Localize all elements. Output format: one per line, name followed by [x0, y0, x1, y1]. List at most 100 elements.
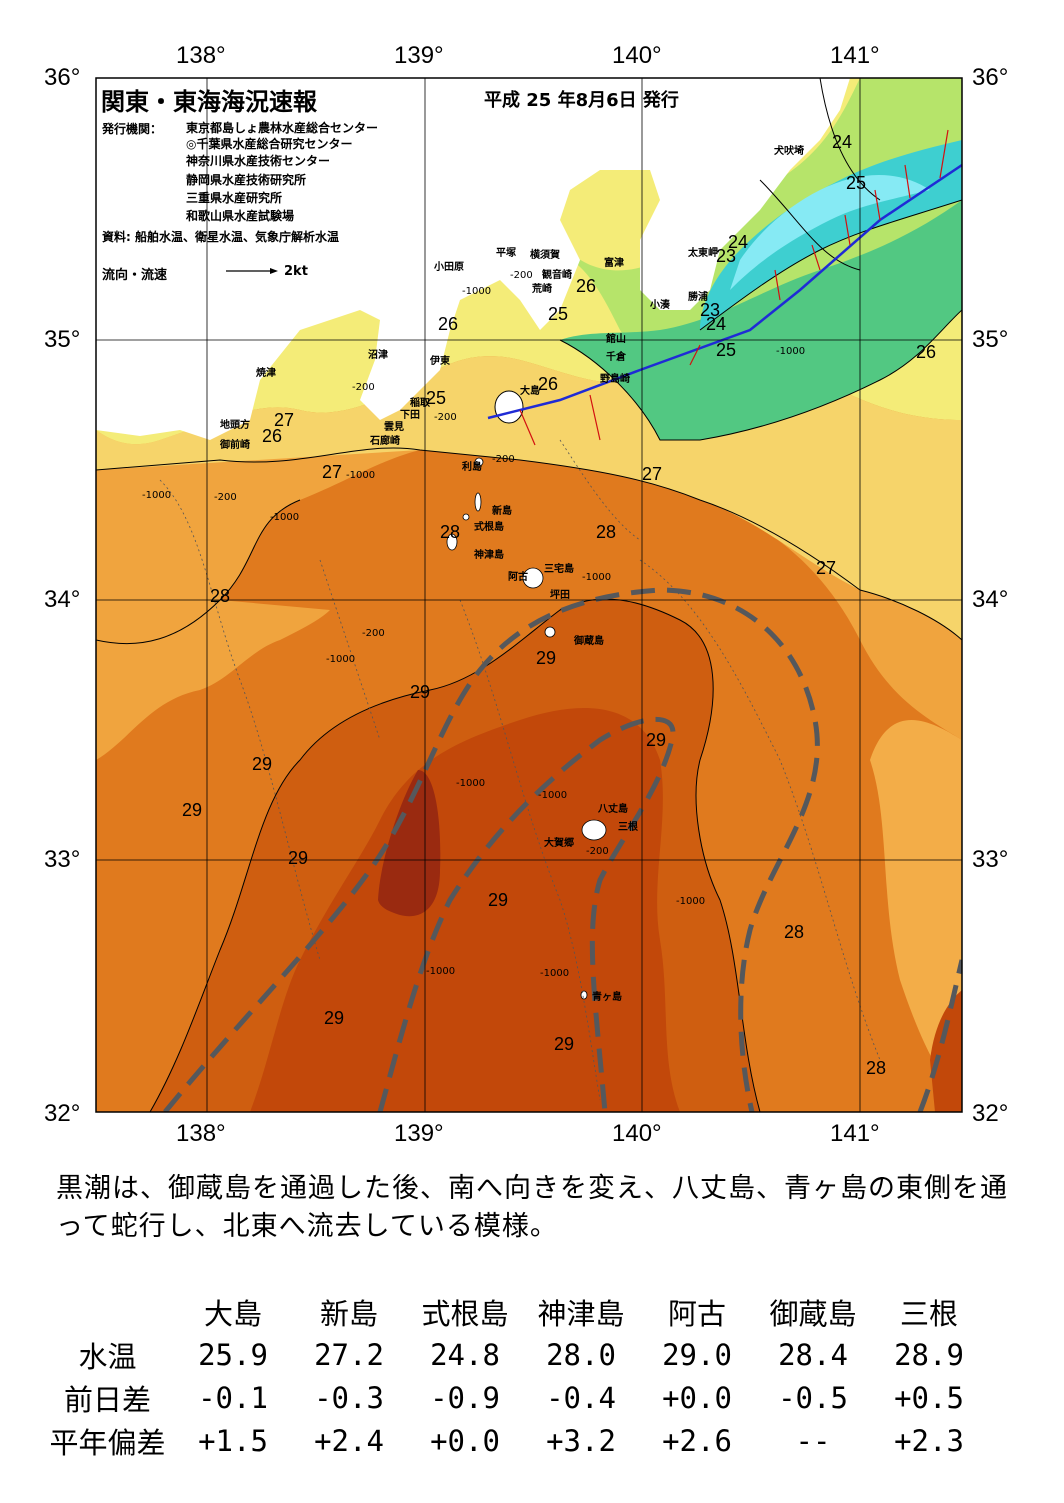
publisher-item: 三重県水産研究所 [186, 191, 283, 205]
temp-label: 23 [716, 246, 737, 266]
table-cell: +1.5 [198, 1423, 268, 1458]
lat-label: 33° [44, 846, 81, 873]
place-label: 小湊 [650, 300, 670, 311]
column-header: 大島 [203, 1296, 262, 1331]
table-cell: +0.5 [894, 1380, 964, 1415]
kuroshio-axis [163, 587, 962, 1112]
place-label: 地頭方 [220, 420, 250, 431]
row-header: 水温 [78, 1339, 137, 1374]
situation-description: 黒潮は、御蔵島を通過した後、南へ向きを変え、八丈島、青ヶ島の東側を通って蛇行し、… [56, 1173, 1008, 1242]
table-cell: -0.1 [198, 1380, 268, 1415]
temp-label: 28 [210, 586, 231, 606]
table-cell: +2.3 [894, 1423, 964, 1458]
temp-label: 24 [706, 314, 727, 334]
place-label: 富津 [604, 258, 624, 269]
place-label: 御蔵島 [574, 636, 604, 647]
place-label: 利島 [462, 462, 482, 473]
place-label: 荒崎 [532, 284, 552, 295]
temp-label: 29 [488, 890, 509, 910]
place-label: 野島崎 [600, 374, 630, 385]
depth-label: -200 [492, 454, 515, 465]
lat-label: 32° [972, 1100, 1009, 1127]
column-header: 御蔵島 [769, 1296, 857, 1331]
temp-label: 28 [866, 1058, 887, 1078]
temp-label: 26 [538, 374, 559, 394]
lon-label: 138° [176, 1120, 226, 1147]
place-label: 阿古 [508, 572, 528, 583]
table-cell: -0.4 [546, 1380, 616, 1415]
depth-label: -200 [434, 412, 457, 423]
isotherm-lines [96, 78, 962, 1112]
place-label: 太東岬 [688, 248, 718, 259]
temp-label: 29 [536, 648, 557, 668]
lon-label: 140° [612, 1120, 662, 1147]
table-cell: +0.0 [430, 1423, 500, 1458]
temp-label: 24 [728, 232, 749, 252]
temp-label: 24 [832, 132, 853, 152]
place-label: 千倉 [606, 352, 626, 363]
temp-label: 27 [642, 464, 663, 484]
lon-label: 141° [830, 42, 880, 69]
place-label: 式根島 [474, 522, 504, 533]
place-label: 焼津 [256, 368, 276, 379]
table-cell: -- [795, 1423, 831, 1458]
temp-label: 26 [916, 342, 937, 362]
depth-label: -1000 [142, 490, 172, 501]
publisher-item: ◎千葉県水産総合研究センター [186, 137, 353, 151]
depth-label: -1000 [456, 778, 486, 789]
map-frame [95, 77, 963, 1113]
place-label: 新島 [492, 506, 512, 517]
table-cell: -0.5 [778, 1380, 848, 1415]
temp-label: 29 [288, 848, 309, 868]
depth-label: -1000 [326, 654, 356, 665]
place-label: 横須賀 [530, 250, 560, 261]
temp-label: 27 [274, 410, 295, 430]
temp-label: 29 [182, 800, 203, 820]
table-cell: 27.2 [314, 1337, 384, 1372]
temp-label: 29 [410, 682, 431, 702]
temp-label: 25 [426, 388, 447, 408]
map-title: 関東・東海海況速報 [101, 88, 317, 116]
depth-label: -1000 [270, 512, 300, 523]
depth-label: -1000 [462, 286, 492, 297]
oshima-island [494, 390, 524, 424]
table-cell: -0.9 [430, 1380, 500, 1415]
row-header: 平年偏差 [49, 1425, 166, 1460]
place-label: 平塚 [496, 248, 516, 259]
temp-label: 29 [554, 1034, 575, 1054]
lat-label: 32° [44, 1100, 81, 1127]
temp-label: 29 [646, 730, 667, 750]
place-label: 犬吠埼 [774, 146, 804, 157]
row-header: 前日差 [63, 1382, 151, 1417]
depth-label: -1000 [346, 470, 376, 481]
lon-label: 139° [394, 42, 444, 69]
temp-label: 28 [596, 522, 617, 542]
place-label: 三根 [618, 822, 638, 833]
depth-label: -1000 [426, 966, 456, 977]
table-cell: 29.0 [662, 1337, 732, 1372]
temp-label: 29 [324, 1008, 345, 1028]
flow-legend-label: 流向・流速 [102, 268, 168, 283]
place-label: 三宅島 [544, 564, 574, 575]
place-label: 御前崎 [220, 440, 250, 451]
table-cell: -0.3 [314, 1380, 384, 1415]
place-label: 沼津 [368, 350, 388, 361]
table-cell: 25.9 [198, 1337, 268, 1372]
lon-label: 141° [830, 1120, 880, 1147]
place-label: 館山 [606, 334, 626, 345]
lat-label: 33° [972, 846, 1009, 873]
temp-label: 28 [784, 922, 805, 942]
place-label: 大賀郷 [544, 838, 574, 849]
place-label: 神津島 [474, 550, 504, 561]
table-header-row: 大島 新島 式根島 神津島 阿古 御蔵島 三根 [40, 1290, 987, 1333]
temp-label: 25 [846, 173, 867, 193]
table-cell: 28.4 [778, 1337, 848, 1372]
depth-label: -1000 [538, 790, 568, 801]
lat-label: 36° [972, 64, 1009, 91]
land-mainland [96, 78, 850, 440]
flow-legend-scale: 2kt [284, 264, 308, 279]
issue-date: 平成 25 年8月6日 発行 [484, 90, 679, 111]
map-area [96, 78, 962, 1112]
sea-temperature-map [95, 77, 963, 1113]
depth-label: -200 [586, 846, 609, 857]
